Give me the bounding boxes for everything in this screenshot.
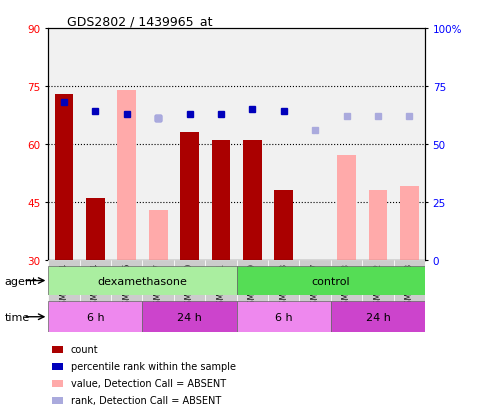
Bar	[55, 95, 73, 260]
Bar	[52, 380, 63, 387]
Text: GSM185891: GSM185891	[216, 262, 226, 308]
Text: value, Detection Call = ABSENT: value, Detection Call = ABSENT	[71, 378, 226, 388]
Bar	[111, 29, 142, 260]
Text: percentile rank within the sample: percentile rank within the sample	[71, 361, 236, 371]
Bar	[212, 141, 230, 260]
Bar	[331, 29, 362, 260]
Bar	[48, 266, 237, 295]
Bar	[52, 397, 63, 404]
Text: GSM185923: GSM185923	[279, 262, 288, 308]
Bar	[142, 301, 237, 332]
Text: 24 h: 24 h	[177, 312, 202, 322]
Bar	[394, 29, 425, 260]
Bar	[274, 191, 293, 260]
Bar	[243, 141, 262, 260]
Text: agent: agent	[5, 276, 37, 286]
Text: GSM185892: GSM185892	[373, 262, 383, 308]
Bar	[117, 90, 136, 260]
Text: time: time	[5, 312, 30, 322]
Bar	[237, 29, 268, 260]
Text: rank, Detection Call = ABSENT: rank, Detection Call = ABSENT	[71, 395, 221, 405]
Bar	[337, 156, 356, 260]
Bar	[331, 301, 425, 332]
Text: 6 h: 6 h	[275, 312, 293, 322]
Bar	[237, 301, 331, 332]
Bar	[394, 260, 425, 328]
Bar	[205, 29, 237, 260]
Text: GSM185889: GSM185889	[248, 262, 257, 308]
Bar	[174, 260, 205, 328]
Bar	[268, 260, 299, 328]
Bar	[268, 29, 299, 260]
Text: GSM185893: GSM185893	[405, 262, 414, 308]
Text: 24 h: 24 h	[366, 312, 390, 322]
Bar	[149, 210, 168, 260]
Bar	[299, 29, 331, 260]
Text: GSM185887: GSM185887	[154, 262, 163, 308]
Bar	[299, 260, 331, 328]
Text: GSM185890: GSM185890	[185, 262, 194, 308]
Bar	[362, 29, 394, 260]
Bar	[174, 29, 205, 260]
Bar	[331, 260, 362, 328]
Bar	[80, 260, 111, 328]
Bar	[142, 29, 174, 260]
Bar	[111, 260, 142, 328]
Bar	[52, 346, 63, 353]
Text: GSM185888: GSM185888	[342, 262, 351, 308]
Bar	[52, 363, 63, 370]
Bar	[48, 301, 142, 332]
Bar	[48, 260, 80, 328]
Text: 6 h: 6 h	[86, 312, 104, 322]
Text: dexamethasone: dexamethasone	[98, 276, 187, 286]
Bar	[205, 260, 237, 328]
Bar	[180, 133, 199, 260]
Bar	[142, 260, 174, 328]
Text: GSM185977: GSM185977	[311, 262, 320, 309]
Bar	[86, 199, 105, 260]
Text: GSM185976: GSM185976	[122, 262, 131, 309]
Bar	[237, 260, 268, 328]
Text: GSM185964: GSM185964	[91, 262, 100, 309]
Bar	[80, 29, 111, 260]
Bar	[237, 266, 425, 295]
Text: control: control	[312, 276, 350, 286]
Bar	[48, 29, 80, 260]
Text: GSM185924: GSM185924	[59, 262, 69, 308]
Bar	[400, 187, 419, 260]
Text: count: count	[71, 344, 99, 354]
Text: GDS2802 / 1439965_at: GDS2802 / 1439965_at	[67, 15, 213, 28]
Bar	[362, 260, 394, 328]
Bar	[369, 191, 387, 260]
